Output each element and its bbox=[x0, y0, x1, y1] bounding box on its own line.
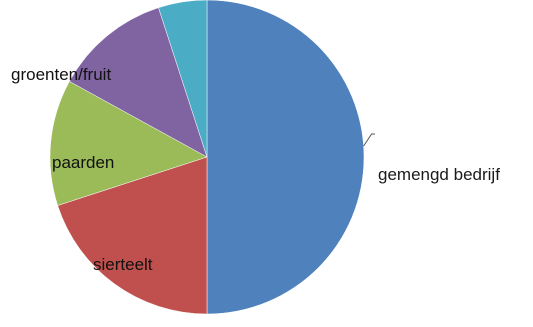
pie-slices bbox=[49, 0, 365, 315]
pie-slice-unlabeled bbox=[158, 0, 208, 158]
pie-slice-sierteelt bbox=[57, 156, 208, 315]
leader-line-gemengd-bedrijf bbox=[363, 133, 375, 147]
pie-slice-paarden bbox=[49, 81, 208, 206]
pie-slice-groenten-fruit bbox=[69, 7, 208, 158]
slice-label-sierteelt: sierteelt bbox=[93, 255, 153, 274]
pie-labels: gemengd bedrijf sierteelt paarden groenten/… bbox=[11, 65, 500, 274]
slice-label-groenten-fruit: groenten/fruit bbox=[11, 65, 111, 84]
slice-label-gemengd-bedrijf: gemengd bedrijf bbox=[378, 165, 500, 184]
slice-label-paarden: paarden bbox=[52, 153, 114, 172]
pie-slice-gemengd-bedrijf bbox=[206, 0, 365, 315]
